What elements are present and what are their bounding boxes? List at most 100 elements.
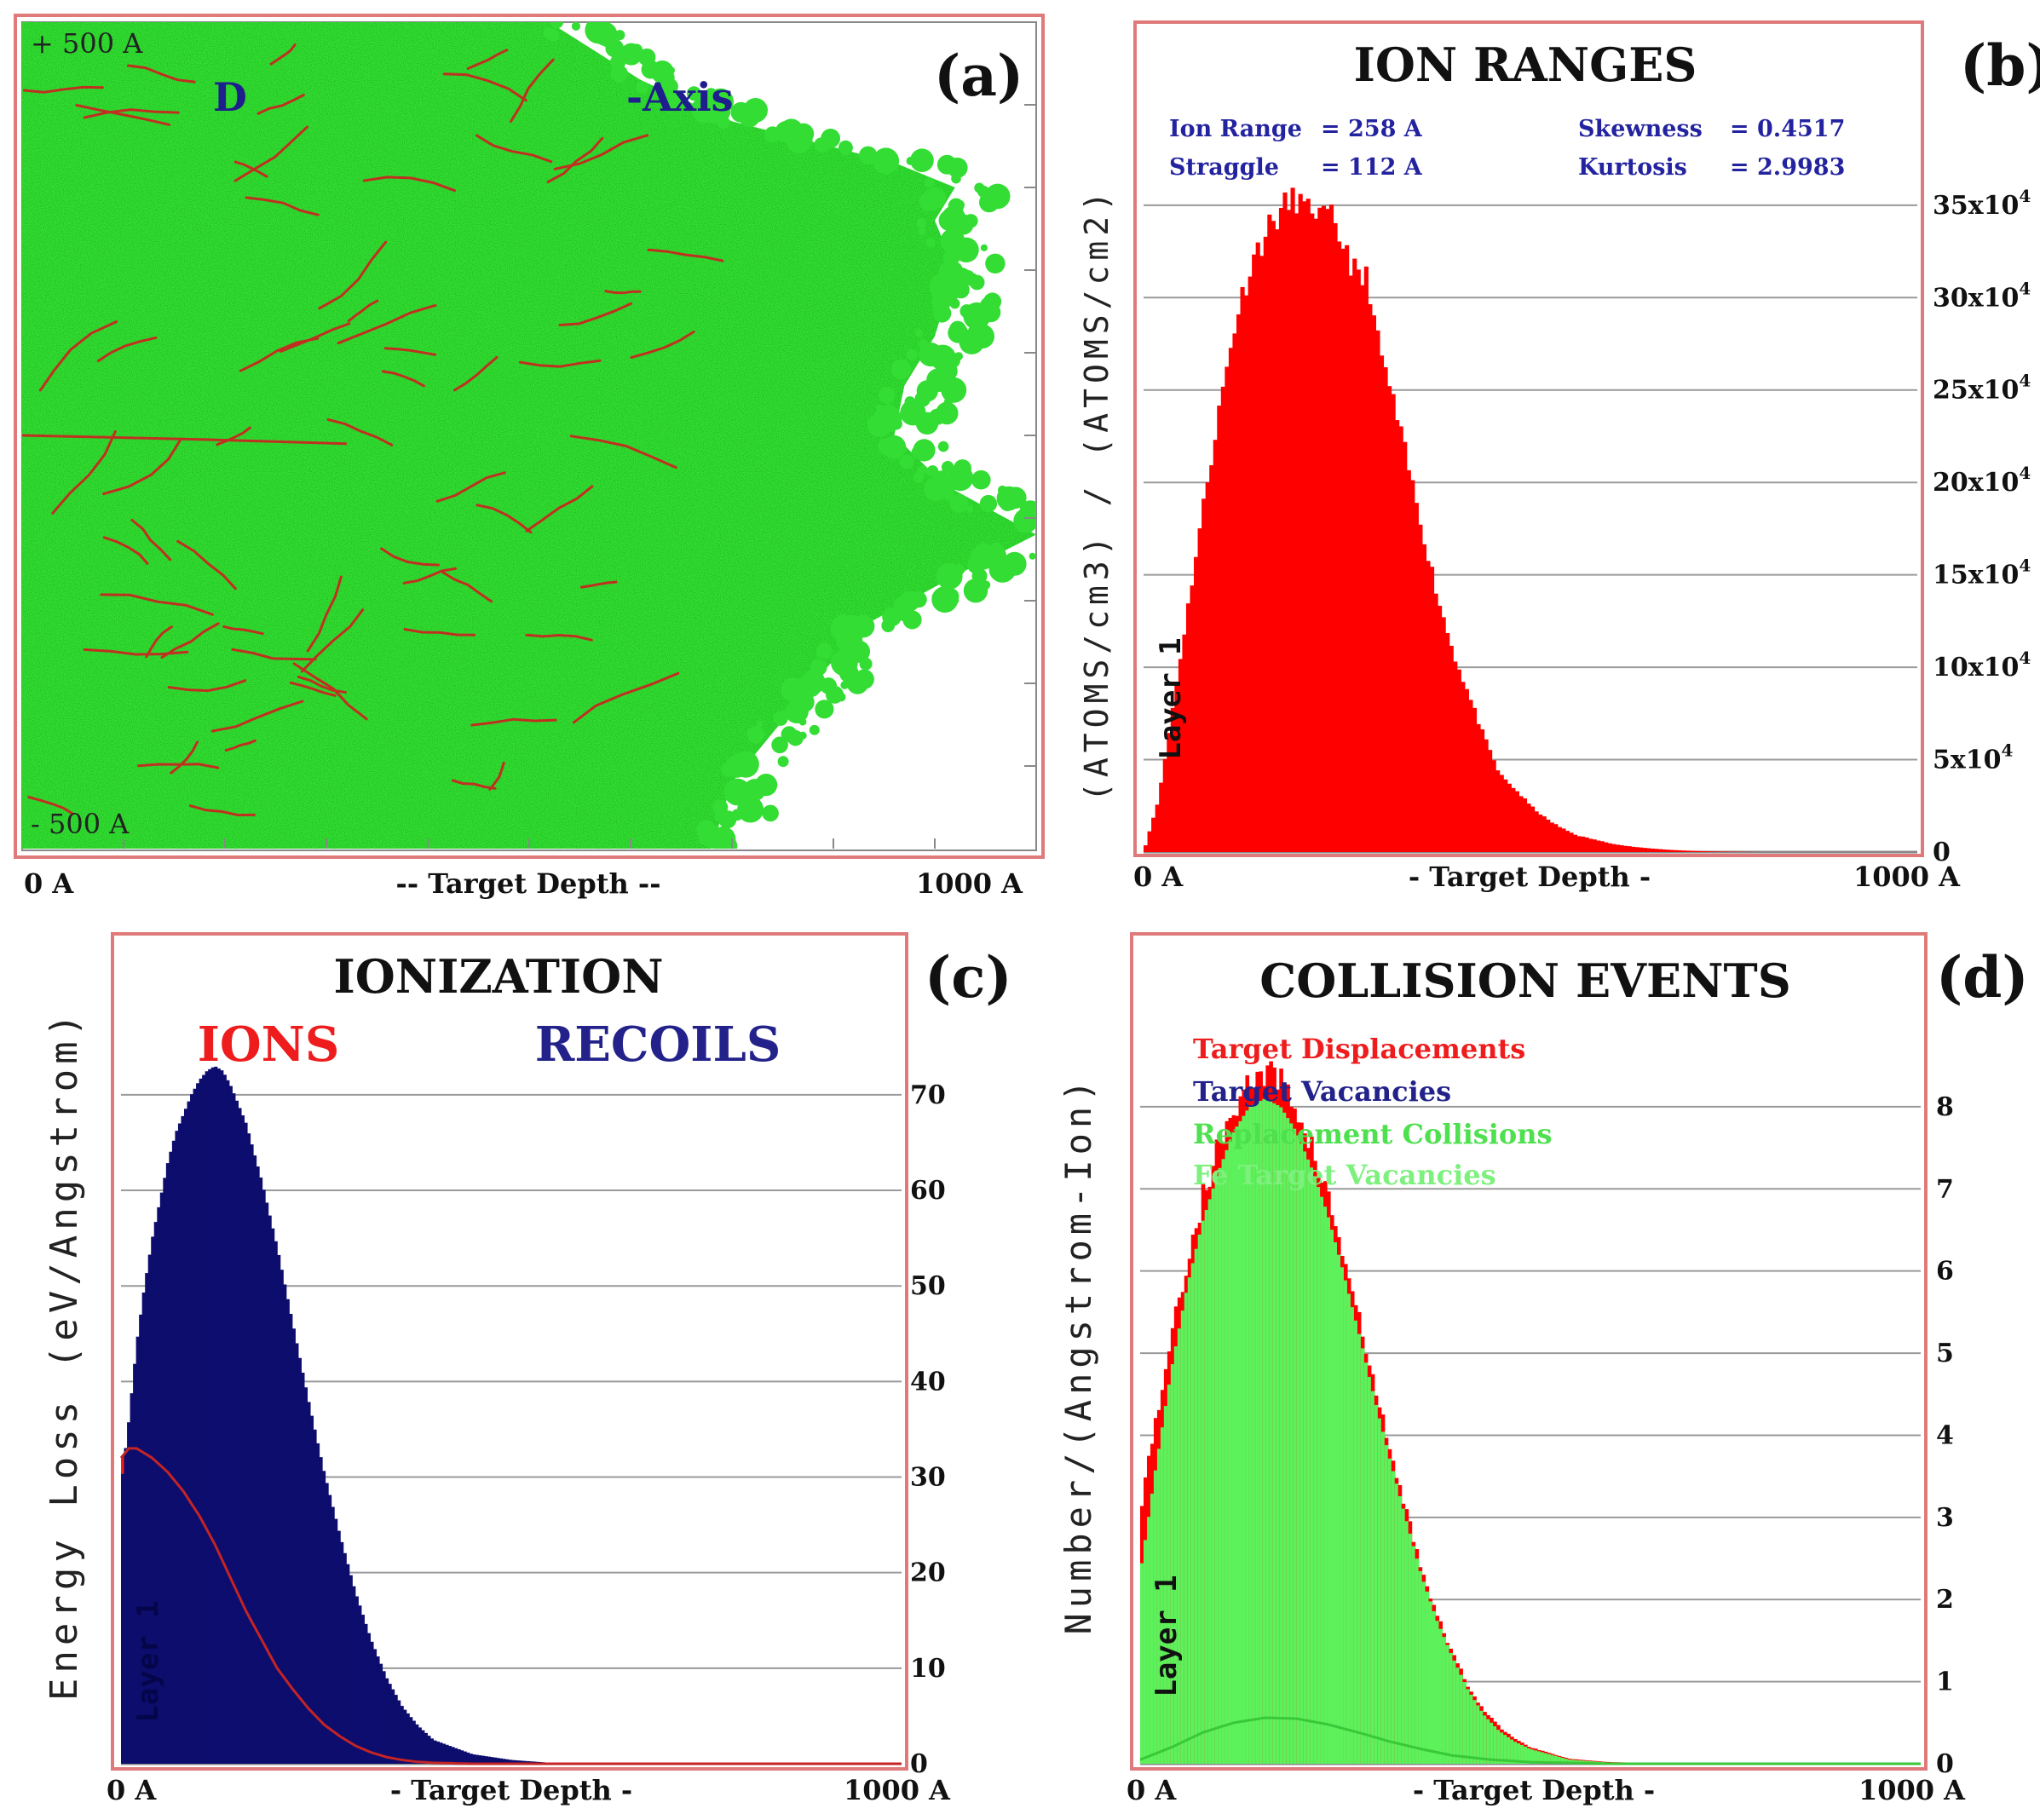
recoils-bar — [253, 1155, 257, 1764]
histogram-bar — [1232, 333, 1237, 852]
cascade-fringe — [947, 464, 974, 492]
recoils-bar — [171, 1140, 176, 1764]
cascade-fringe — [916, 380, 938, 402]
recoils-bar — [409, 1717, 413, 1764]
replacement-collisions-bar — [1459, 1674, 1463, 1764]
ion-track — [100, 593, 214, 616]
cascade-fringe — [756, 720, 764, 728]
cascade-fringe — [822, 130, 840, 147]
recoils-bar — [291, 1328, 296, 1764]
histogram-bar — [1553, 824, 1559, 852]
replacement-collisions-bar — [1391, 1471, 1396, 1764]
recoils-bar — [268, 1215, 272, 1764]
panel-b-layer-label: Layer 1 — [1154, 637, 1188, 759]
panel-a-y-bottom-label: - 500 A — [31, 808, 130, 840]
panel-b-x-right-label: 1000 A — [1853, 861, 1961, 893]
histogram-bar — [1530, 806, 1536, 852]
cascade-fringe — [979, 494, 998, 513]
recoils-bar — [289, 1313, 293, 1764]
cascade-fringe — [985, 253, 1006, 274]
histogram-bar — [1248, 276, 1253, 852]
replacement-collisions-bar — [1180, 1310, 1185, 1764]
recoils-bar — [157, 1207, 161, 1764]
histogram-bar — [1715, 851, 1721, 852]
cascade-fringe — [954, 563, 965, 575]
ion-track — [126, 64, 196, 84]
recoils-bar — [313, 1429, 317, 1764]
histogram-bar — [1507, 783, 1512, 852]
recoils-bar — [403, 1709, 407, 1764]
histogram-bar — [1310, 213, 1315, 853]
ion-track — [381, 370, 425, 388]
cascade-fringe — [910, 148, 934, 172]
ion-track — [475, 134, 553, 164]
histogram-bar — [1255, 242, 1260, 852]
recoils-bar — [448, 1746, 452, 1764]
recoils-bar — [145, 1273, 149, 1764]
recoils-bar — [504, 1759, 510, 1764]
histogram-bar — [1371, 315, 1376, 852]
histogram-bar — [1406, 469, 1411, 852]
recoils-bar — [325, 1483, 329, 1764]
recoils-bar — [511, 1760, 516, 1764]
replacement-collisions-bar — [1500, 1732, 1504, 1764]
replacement-collisions-bar — [1455, 1667, 1460, 1764]
stat-straggle-value: = 112 A — [1321, 154, 1423, 181]
cascade-texture — [22, 22, 1036, 849]
ion-track — [102, 438, 182, 496]
replacement-collisions-bar — [1201, 1220, 1206, 1764]
cascade-fringe — [1002, 551, 1027, 576]
replacement-collisions-bar — [1394, 1483, 1399, 1764]
replacement-collisions-bar — [1421, 1581, 1426, 1764]
histogram-bar — [1453, 661, 1458, 852]
ion-track — [510, 58, 555, 124]
stat-kurtosis-value: = 2.9983 — [1730, 154, 1845, 181]
histogram-bar — [1604, 842, 1609, 852]
panel-a-title-left: D — [213, 74, 247, 120]
histogram-bar — [1151, 817, 1156, 852]
histogram-bar — [1479, 729, 1485, 852]
histogram-bar — [1159, 782, 1164, 852]
replacement-collisions-bar — [1330, 1230, 1334, 1764]
ion-track — [318, 240, 388, 310]
histogram-bar — [1363, 266, 1369, 852]
histogram-bar — [1588, 838, 1593, 852]
cascade-fringe — [969, 274, 985, 291]
replacement-collisions-bar — [1397, 1495, 1403, 1764]
replacement-collisions-bar — [1428, 1601, 1433, 1764]
cascade-fringe — [979, 297, 1000, 316]
panel-d-x-right-label: 1000 A — [1858, 1774, 1966, 1806]
replacement-collisions-bar — [1242, 1115, 1247, 1764]
y-tick-label: 10x104 — [1933, 648, 2031, 682]
histogram-bar — [1421, 544, 1427, 852]
histogram-bar — [1449, 645, 1454, 852]
cascade-fringe — [965, 505, 974, 513]
histogram-bar — [1476, 723, 1481, 852]
histogram-bar — [1592, 839, 1597, 852]
cascade-fringe — [731, 809, 743, 821]
cascade-fringe — [959, 304, 974, 319]
histogram-bar — [1352, 258, 1357, 852]
panel-c-x-left-label: 0 A — [107, 1774, 157, 1806]
recoils-bar — [139, 1314, 143, 1764]
recoils-bar — [256, 1166, 260, 1764]
stat-skewness-label: Skewness — [1578, 116, 1703, 142]
cascade-fringe — [878, 407, 893, 423]
cascade-fringe — [931, 586, 959, 613]
ion-track — [518, 359, 602, 368]
histogram-bar — [1557, 826, 1562, 852]
histogram-bar — [1305, 199, 1311, 853]
histogram-bar — [1627, 846, 1632, 852]
cascade-fringe — [739, 106, 760, 128]
y-tick-label: 0 — [910, 1749, 928, 1779]
histogram-bar — [1642, 848, 1647, 852]
recoils-bar — [382, 1671, 386, 1764]
panel-a-xlabel: -- Target Depth -- — [396, 867, 661, 900]
replacement-collisions-bar — [1432, 1610, 1437, 1764]
recoils-bar — [391, 1689, 395, 1764]
replacement-collisions-bar — [1293, 1128, 1297, 1764]
replacement-collisions-bar — [1225, 1149, 1230, 1764]
histogram-bar — [1252, 254, 1257, 852]
cascade-fringe — [937, 441, 949, 452]
replacement-collisions-bar — [1374, 1404, 1379, 1764]
